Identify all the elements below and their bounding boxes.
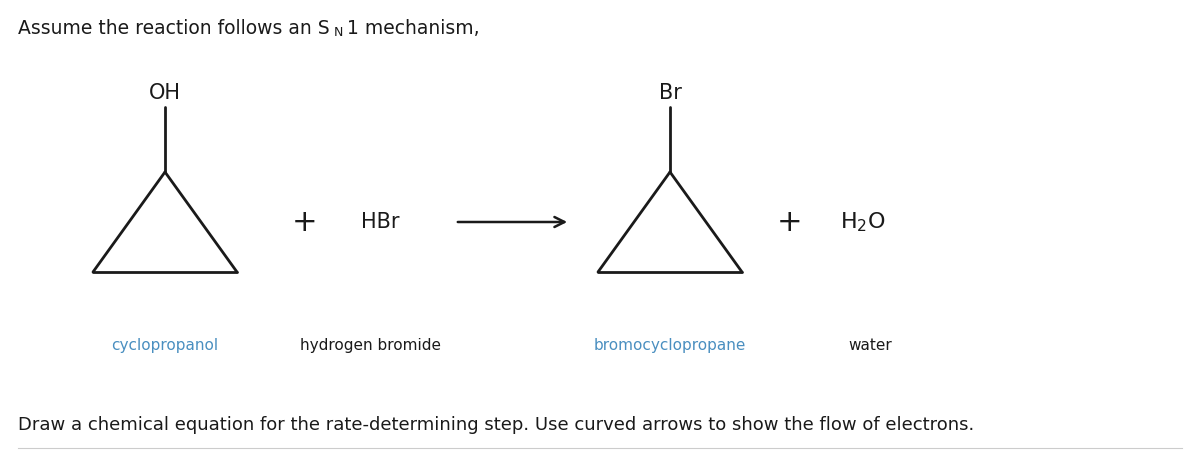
Text: hydrogen bromide: hydrogen bromide: [300, 337, 440, 353]
Text: +: +: [292, 207, 318, 236]
Text: HBr: HBr: [361, 212, 400, 232]
FancyArrowPatch shape: [457, 217, 564, 227]
Text: cyclopropanol: cyclopropanol: [112, 337, 218, 353]
Text: Br: Br: [659, 83, 682, 103]
Text: Assume the reaction follows an S: Assume the reaction follows an S: [18, 18, 330, 37]
Text: water: water: [848, 337, 892, 353]
Text: OH: OH: [149, 83, 181, 103]
Text: $\mathrm{H_2O}$: $\mathrm{H_2O}$: [840, 210, 886, 234]
Text: N: N: [334, 26, 343, 40]
Text: +: +: [778, 207, 803, 236]
Text: 1 mechanism,: 1 mechanism,: [347, 18, 480, 37]
Text: Draw a chemical equation for the rate-determining step. Use curved arrows to sho: Draw a chemical equation for the rate-de…: [18, 416, 974, 434]
Text: bromocyclopropane: bromocyclopropane: [594, 337, 746, 353]
